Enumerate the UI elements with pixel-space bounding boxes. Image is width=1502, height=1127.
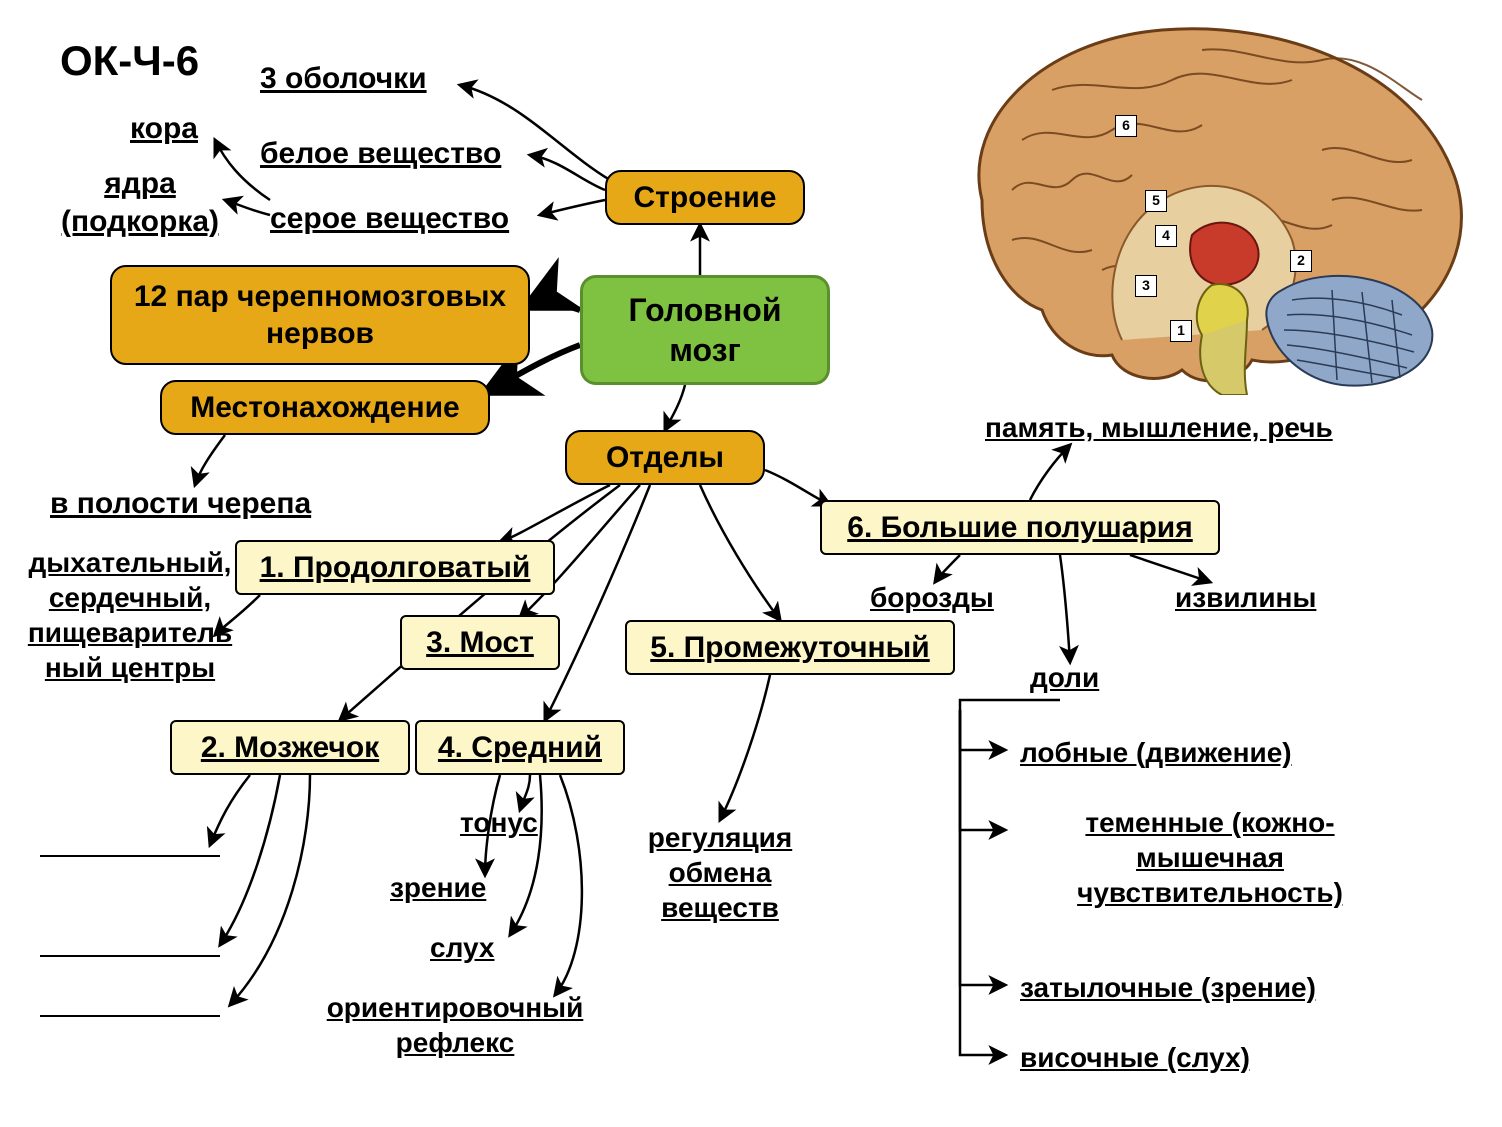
node-borozdy: борозды [870,580,994,615]
edge-doli-temennye [960,710,1005,830]
node-sections: Отделы [565,430,765,485]
node-tonus: тонус [460,805,538,840]
edge-sec2-blank3 [230,775,310,1005]
node-memory: память, мышление, речь [985,410,1333,445]
node-yadra: ядра (подкорка) [50,165,230,240]
node-sec5: 5. Промежуточный [625,620,955,675]
node-cavity: в полости черепа [50,485,311,523]
node-three_shells: 3 оболочки [260,60,427,98]
blank-line-3 [40,1015,220,1017]
node-title: ОК-Ч-6 [60,35,199,88]
edge-sec2-blank2 [220,775,280,945]
node-white_matter: белое вещество [260,135,501,173]
blank-line-2 [40,955,220,957]
node-grey_matter: серое вещество [270,200,509,238]
node-twelve_pairs: 12 пар черепномозговых нервов [110,265,530,365]
brain-label-3: 3 [1135,275,1157,297]
edge-sections-sec2 [340,485,620,720]
node-sluh: слух [430,930,494,965]
edge-sec4-orient_reflex [555,775,582,995]
node-doli: доли [1030,660,1099,695]
node-resp_centers: дыхательный, сердечный, пищеваритель ный… [20,545,240,685]
node-izviliny: извилины [1175,580,1316,615]
edge-grey_matter-yadra [225,200,270,215]
edge-sec5-regulation [720,675,770,820]
brain-label-4: 4 [1155,225,1177,247]
edge-sections-sec6 [765,470,830,505]
edge-brain_root-twelve_pairs [530,302,580,310]
brain-label-2: 2 [1290,250,1312,272]
brain-illustration [902,0,1502,400]
edge-doli-visoch [960,710,1005,1055]
node-orient_reflex: ориентировочный рефлекс [300,990,610,1060]
edge-structure-white_matter [530,155,605,190]
node-sec3: 3. Мост [400,615,560,670]
edge-doli-lobnye [960,710,1005,750]
node-sec1: 1. Продолговатый [235,540,555,595]
edge-sections-sec5 [700,485,780,620]
edge-brain_root-sections [665,385,685,430]
node-visoch: височные (слух) [1020,1040,1250,1075]
node-sec2: 2. Мозжечок [170,720,410,775]
node-sec4: 4. Средний [415,720,625,775]
node-temennye: теменные (кожно-мышечная чувствительност… [1020,805,1400,910]
node-kora: кора [130,110,198,148]
node-structure: Строение [605,170,805,225]
edge-sections-sec4 [545,485,650,720]
blank-line-1 [40,855,220,857]
edge-doli-zatyl [960,710,1005,985]
edge-sec6-izviliny [1130,555,1210,582]
edge-sec2-blank1 [210,775,250,845]
node-zrenie: зрение [390,870,486,905]
node-regulation: регуляция обмена веществ [630,820,810,925]
brain-label-6: 6 [1115,115,1137,137]
node-lobnye: лобные (движение) [1020,735,1292,770]
brain-label-5: 5 [1145,190,1167,212]
edge-sec6-doli [1060,555,1070,662]
edge-location-cavity [195,435,225,485]
edge-sec6-borozdy [935,555,960,582]
node-sec6: 6. Большие полушария [820,500,1220,555]
edge-structure-grey_matter [540,200,605,215]
edge-sec6-memory [1030,445,1070,500]
node-brain_root: Головной мозг [580,275,830,385]
edge-sections-sec1 [500,485,610,542]
node-zatyl: затылочные (зрение) [1020,970,1316,1005]
edge-sec4-sluh [510,775,542,935]
brain-label-1: 1 [1170,320,1192,342]
node-location: Местонахождение [160,380,490,435]
